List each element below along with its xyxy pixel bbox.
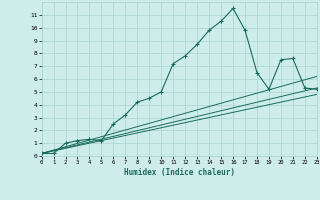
X-axis label: Humidex (Indice chaleur): Humidex (Indice chaleur): [124, 168, 235, 177]
